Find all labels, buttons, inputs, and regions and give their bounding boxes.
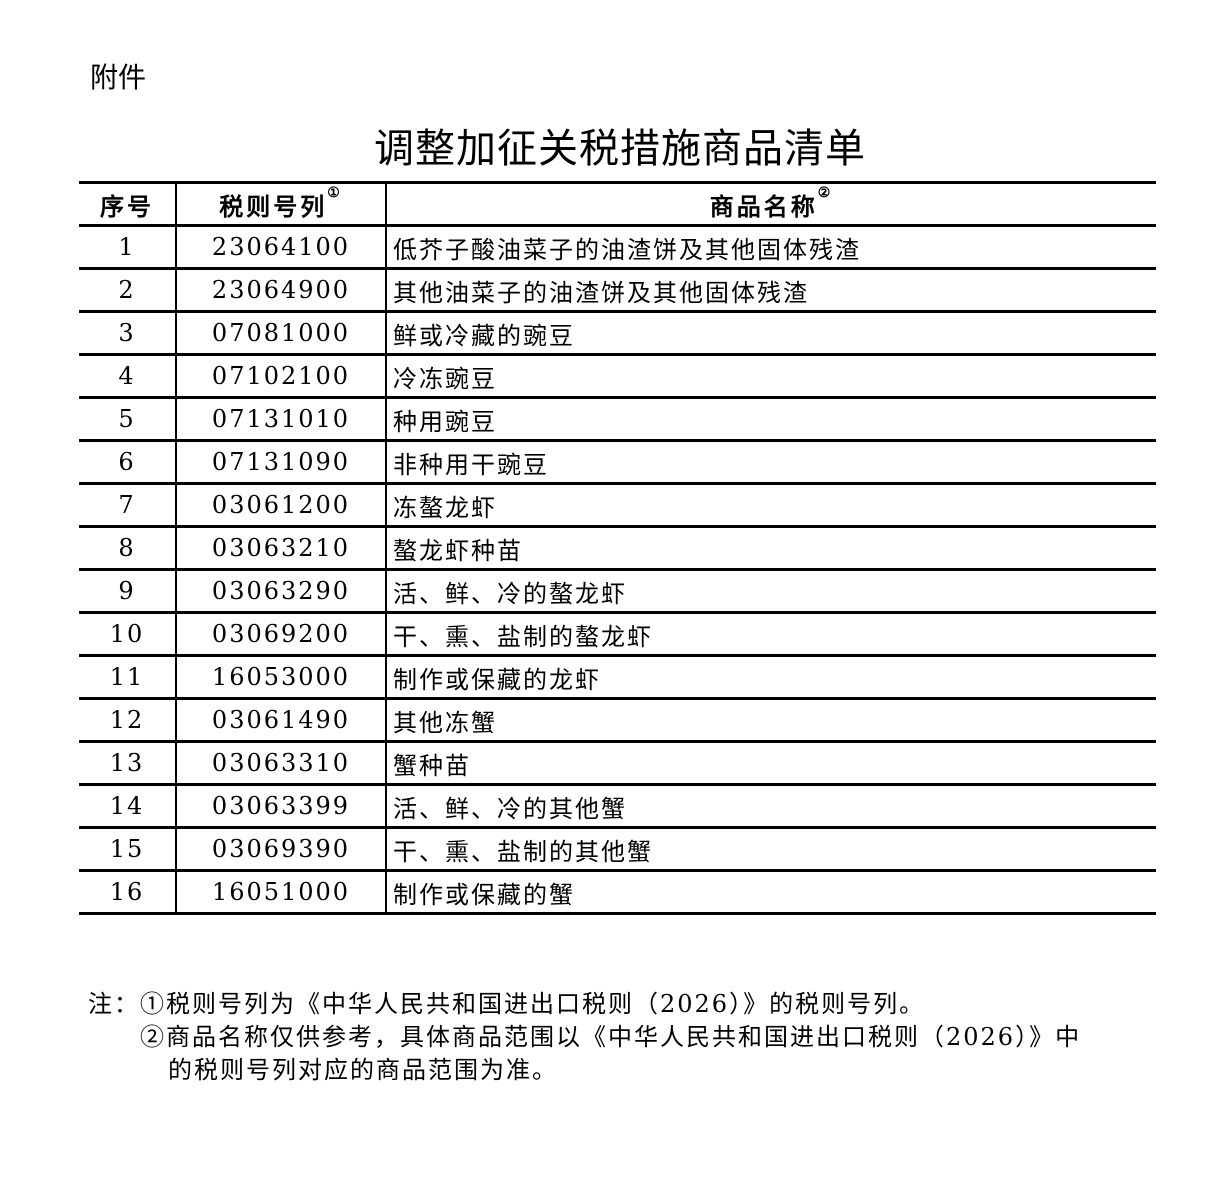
footnote-mark: ① — [327, 184, 343, 201]
header-tariff-code: 税则号列① — [175, 181, 386, 227]
tariff-code-cell: 16053000 — [175, 654, 386, 700]
attachment-label: 附件 — [90, 61, 147, 94]
table-row: 2 23064900 其他油菜子的油渣饼及其他固体残渣 — [79, 267, 1156, 313]
footnotes: 注：①税则号列为《中华人民共和国进出口税则（2026）》的税则号列。 ②商品名称… — [88, 988, 1081, 1087]
document-title: 调整加征关税措施商品清单 — [374, 126, 866, 172]
tariff-code-cell: 03063399 — [175, 783, 386, 829]
serial-no-cell: 9 — [79, 568, 176, 614]
serial-no-cell: 10 — [79, 611, 176, 657]
footnote-1: 注：①税则号列为《中华人民共和国进出口税则（2026）》的税则号列。 — [88, 990, 926, 1018]
table-row: 16 16051000 制作或保藏的蟹 — [79, 869, 1156, 915]
table-row: 11 16053000 制作或保藏的龙虾 — [79, 654, 1156, 700]
tariff-code-cell: 03061490 — [175, 697, 386, 743]
tariff-code-cell: 07131090 — [175, 439, 386, 485]
goods-name-cell: 制作或保藏的龙虾 — [385, 654, 1156, 700]
serial-no-cell: 14 — [79, 783, 176, 829]
tariff-code-cell: 03069390 — [175, 826, 386, 872]
serial-no-cell: 1 — [79, 224, 176, 270]
serial-no-cell: 13 — [79, 740, 176, 786]
serial-no-cell: 2 — [79, 267, 176, 313]
serial-no-cell: 12 — [79, 697, 176, 743]
table-header-row: 序号 税则号列① 商品名称② — [79, 181, 1156, 227]
goods-name-cell: 活、鲜、冷的其他蟹 — [385, 783, 1156, 829]
header-goods-name: 商品名称② — [385, 181, 1156, 227]
tariff-code-cell: 23064100 — [175, 224, 386, 270]
serial-no-cell: 3 — [79, 310, 176, 356]
goods-name-cell: 螯龙虾种苗 — [385, 525, 1156, 571]
serial-no-cell: 16 — [79, 869, 176, 915]
serial-no-cell: 7 — [79, 482, 176, 528]
tariff-code-cell: 03063210 — [175, 525, 386, 571]
goods-name-cell: 非种用干豌豆 — [385, 439, 1156, 485]
table-row: 4 07102100 冷冻豌豆 — [79, 353, 1156, 399]
serial-no-cell: 6 — [79, 439, 176, 485]
goods-name-cell: 其他油菜子的油渣饼及其他固体残渣 — [385, 267, 1156, 313]
tariff-code-cell: 07081000 — [175, 310, 386, 356]
table-row: 15 03069390 干、熏、盐制的其他蟹 — [79, 826, 1156, 872]
table-row: 14 03063399 活、鲜、冷的其他蟹 — [79, 783, 1156, 829]
goods-name-cell: 活、鲜、冷的螯龙虾 — [385, 568, 1156, 614]
table-row: 7 03061200 冻螯龙虾 — [79, 482, 1156, 528]
table-row: 10 03069200 干、熏、盐制的螯龙虾 — [79, 611, 1156, 657]
serial-no-cell: 11 — [79, 654, 176, 700]
goods-name-cell: 干、熏、盐制的螯龙虾 — [385, 611, 1156, 657]
table-row: 1 23064100 低芥子酸油菜子的油渣饼及其他固体残渣 — [79, 224, 1156, 270]
tariff-code-cell: 23064900 — [175, 267, 386, 313]
serial-no-cell: 8 — [79, 525, 176, 571]
goods-name-cell: 蟹种苗 — [385, 740, 1156, 786]
tariff-code-cell: 16051000 — [175, 869, 386, 915]
table-row: 8 03063210 螯龙虾种苗 — [79, 525, 1156, 571]
table-row: 5 07131010 种用豌豆 — [79, 396, 1156, 442]
tariff-code-cell: 07102100 — [175, 353, 386, 399]
table-row: 3 07081000 鲜或冷藏的豌豆 — [79, 310, 1156, 356]
table-row: 12 03061490 其他冻蟹 — [79, 697, 1156, 743]
tariff-code-cell: 03063310 — [175, 740, 386, 786]
goods-name-cell: 种用豌豆 — [385, 396, 1156, 442]
goods-list-table: 序号 税则号列① 商品名称② 1 23064100 低芥子酸油菜子的油渣饼及其他固体… — [79, 181, 1156, 915]
tariff-code-cell: 07131010 — [175, 396, 386, 442]
tariff-code-cell: 03069200 — [175, 611, 386, 657]
footnote-2-continued: 的税则号列对应的商品范围为准。 — [168, 1056, 558, 1084]
tariff-code-cell: 03061200 — [175, 482, 386, 528]
serial-no-cell: 4 — [79, 353, 176, 399]
goods-name-cell: 冻螯龙虾 — [385, 482, 1156, 528]
header-serial-no: 序号 — [79, 181, 176, 227]
goods-name-cell: 低芥子酸油菜子的油渣饼及其他固体残渣 — [385, 224, 1156, 270]
serial-no-cell: 15 — [79, 826, 176, 872]
goods-name-cell: 冷冻豌豆 — [385, 353, 1156, 399]
table-row: 13 03063310 蟹种苗 — [79, 740, 1156, 786]
goods-name-cell: 鲜或冷藏的豌豆 — [385, 310, 1156, 356]
table-row: 6 07131090 非种用干豌豆 — [79, 439, 1156, 485]
goods-name-cell: 其他冻蟹 — [385, 697, 1156, 743]
tariff-code-cell: 03063290 — [175, 568, 386, 614]
footnote-mark: ② — [817, 184, 834, 201]
footnote-2: ②商品名称仅供参考，具体商品范围以《中华人民共和国进出口税则（2026）》中 — [140, 1023, 1082, 1051]
serial-no-cell: 5 — [79, 396, 176, 442]
table-row: 9 03063290 活、鲜、冷的螯龙虾 — [79, 568, 1156, 614]
goods-name-cell: 制作或保藏的蟹 — [385, 869, 1156, 915]
goods-name-cell: 干、熏、盐制的其他蟹 — [385, 826, 1156, 872]
